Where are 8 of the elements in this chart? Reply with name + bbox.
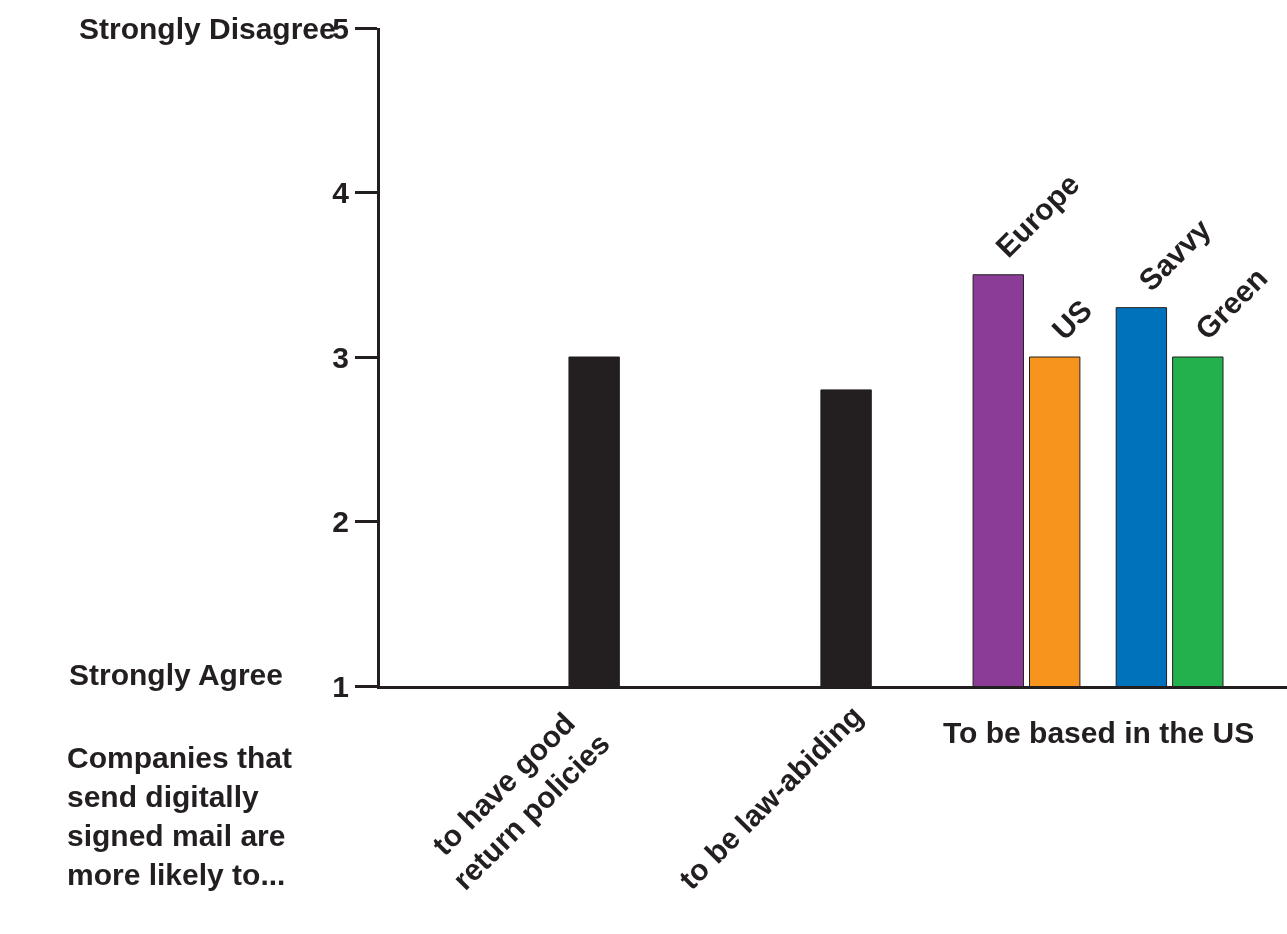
text: Companies that send digitally signed mail are more likely to...	[67, 741, 293, 891]
text: US	[1045, 293, 1099, 347]
x-tick-label: To be based in the US	[943, 716, 1255, 749]
text: Strongly Agree	[69, 658, 283, 691]
y-tick-label: 2	[332, 505, 349, 538]
y-tick-label: 1	[332, 669, 349, 703]
y-tick-label: 3	[332, 340, 349, 374]
y-tick-label: 4	[332, 176, 350, 209]
